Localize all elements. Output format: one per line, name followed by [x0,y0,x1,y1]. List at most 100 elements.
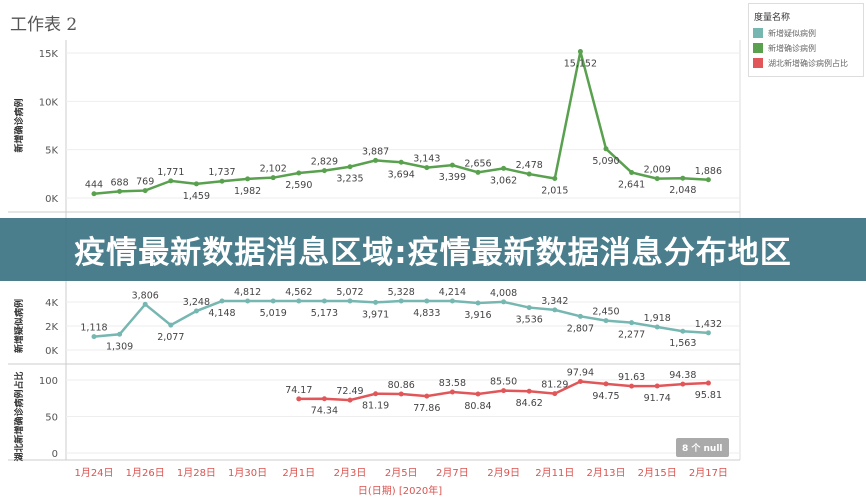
data-label: 444 [85,180,103,191]
legend-swatch [753,28,763,38]
data-label: 5,173 [311,308,338,319]
data-point [321,396,327,402]
data-point [321,298,327,304]
data-label: 4,148 [208,308,235,319]
data-label: 4,008 [490,288,517,299]
x-tick-label: 1月24日 [74,467,113,479]
data-label: 2,641 [618,179,645,190]
data-point [398,159,404,165]
data-point [270,175,276,181]
data-label: 1,918 [644,313,671,324]
data-point [296,396,302,402]
data-label: 84.62 [516,398,543,409]
data-label: 3,694 [388,169,415,180]
data-point [475,169,481,175]
data-point [603,318,609,324]
legend-item[interactable]: 新增疑似病例 [753,27,863,39]
data-label: 74.34 [311,406,338,417]
data-point [347,298,353,304]
data-label: 4,833 [413,308,440,319]
data-point [475,391,481,397]
x-tick-label: 1月28日 [177,467,216,479]
data-label: 3,536 [516,315,543,326]
data-label: 3,399 [439,172,466,183]
data-label: 91.74 [644,393,671,404]
legend-item[interactable]: 湖北新增确诊病例占比 [753,57,863,69]
data-label: 3,248 [183,297,210,308]
data-label: 3,235 [336,174,363,185]
x-tick-label: 2月17日 [689,467,728,479]
x-axis-title: 日(日期) [2020年] [358,484,442,497]
sheet-title: 工作表 2 [10,15,78,35]
data-label: 3,062 [490,175,517,186]
data-point [501,388,507,394]
data-label: 2,048 [669,185,696,196]
y-axis-title: 新增疑似病例 [13,299,25,353]
y-tick-label: 5K [45,146,58,157]
data-label: 81.19 [362,401,389,412]
data-point [526,388,532,394]
data-label: 74.17 [285,385,312,396]
data-point [680,175,686,181]
x-tick-label: 2月5日 [385,467,418,479]
data-label: 2,009 [644,165,671,176]
x-tick-label: 1月30日 [228,467,267,479]
legend-swatch [753,43,763,53]
data-label: 1,309 [106,341,133,352]
data-label: 94.75 [592,391,619,402]
data-label: 3,971 [362,309,389,320]
data-label: 83.58 [439,378,466,389]
data-label: 1,459 [183,191,210,202]
data-point [501,165,507,171]
data-label: 94.38 [669,370,696,381]
data-point [680,381,686,387]
data-point [91,334,97,340]
data-label: 3,887 [362,146,389,157]
data-label: 72.49 [336,386,363,397]
legend-item[interactable]: 新增确诊病例 [753,42,863,54]
data-point [629,320,635,326]
x-tick-label: 2月1日 [282,467,315,479]
data-point [142,188,148,194]
data-point [424,165,430,171]
y-tick-label: 10K [39,97,59,108]
x-tick-label: 2月15日 [638,467,677,479]
x-tick-label: 2月7日 [436,467,469,479]
data-point [705,177,711,183]
data-label: 97.94 [567,368,594,379]
data-label: 769 [136,177,154,188]
data-label: 2,450 [592,307,619,318]
y-tick-label: 50 [45,413,58,424]
data-point [321,168,327,174]
data-label: 5,090 [592,156,619,167]
data-label: 15,152 [564,59,597,70]
data-point [603,146,609,152]
data-point [654,324,660,330]
x-tick-label: 2月11日 [535,467,574,479]
legend-title: 度量名称 [754,13,791,23]
data-label: 3,916 [464,310,491,321]
y-tick-label: 2K [45,322,58,333]
data-point [475,300,481,306]
data-point [373,391,379,397]
data-label: 3,342 [541,296,568,307]
data-label: 2,015 [541,186,568,197]
data-label: 77.86 [413,403,440,414]
data-point [449,298,455,304]
null-indicator[interactable]: 8 个 null [676,438,729,457]
y-tick-label: 0 [52,449,58,460]
x-tick-label: 2月9日 [487,467,520,479]
data-label: 2,102 [260,164,287,175]
data-point [501,299,507,305]
data-point [552,176,558,182]
data-point [629,383,635,389]
data-label: 2,077 [157,332,184,343]
data-label: 4,562 [285,287,312,298]
data-point [449,389,455,395]
data-label: 95.81 [695,390,722,401]
data-label: 5,072 [336,287,363,298]
data-point [296,298,302,304]
data-point [577,313,583,319]
data-point [91,191,97,197]
